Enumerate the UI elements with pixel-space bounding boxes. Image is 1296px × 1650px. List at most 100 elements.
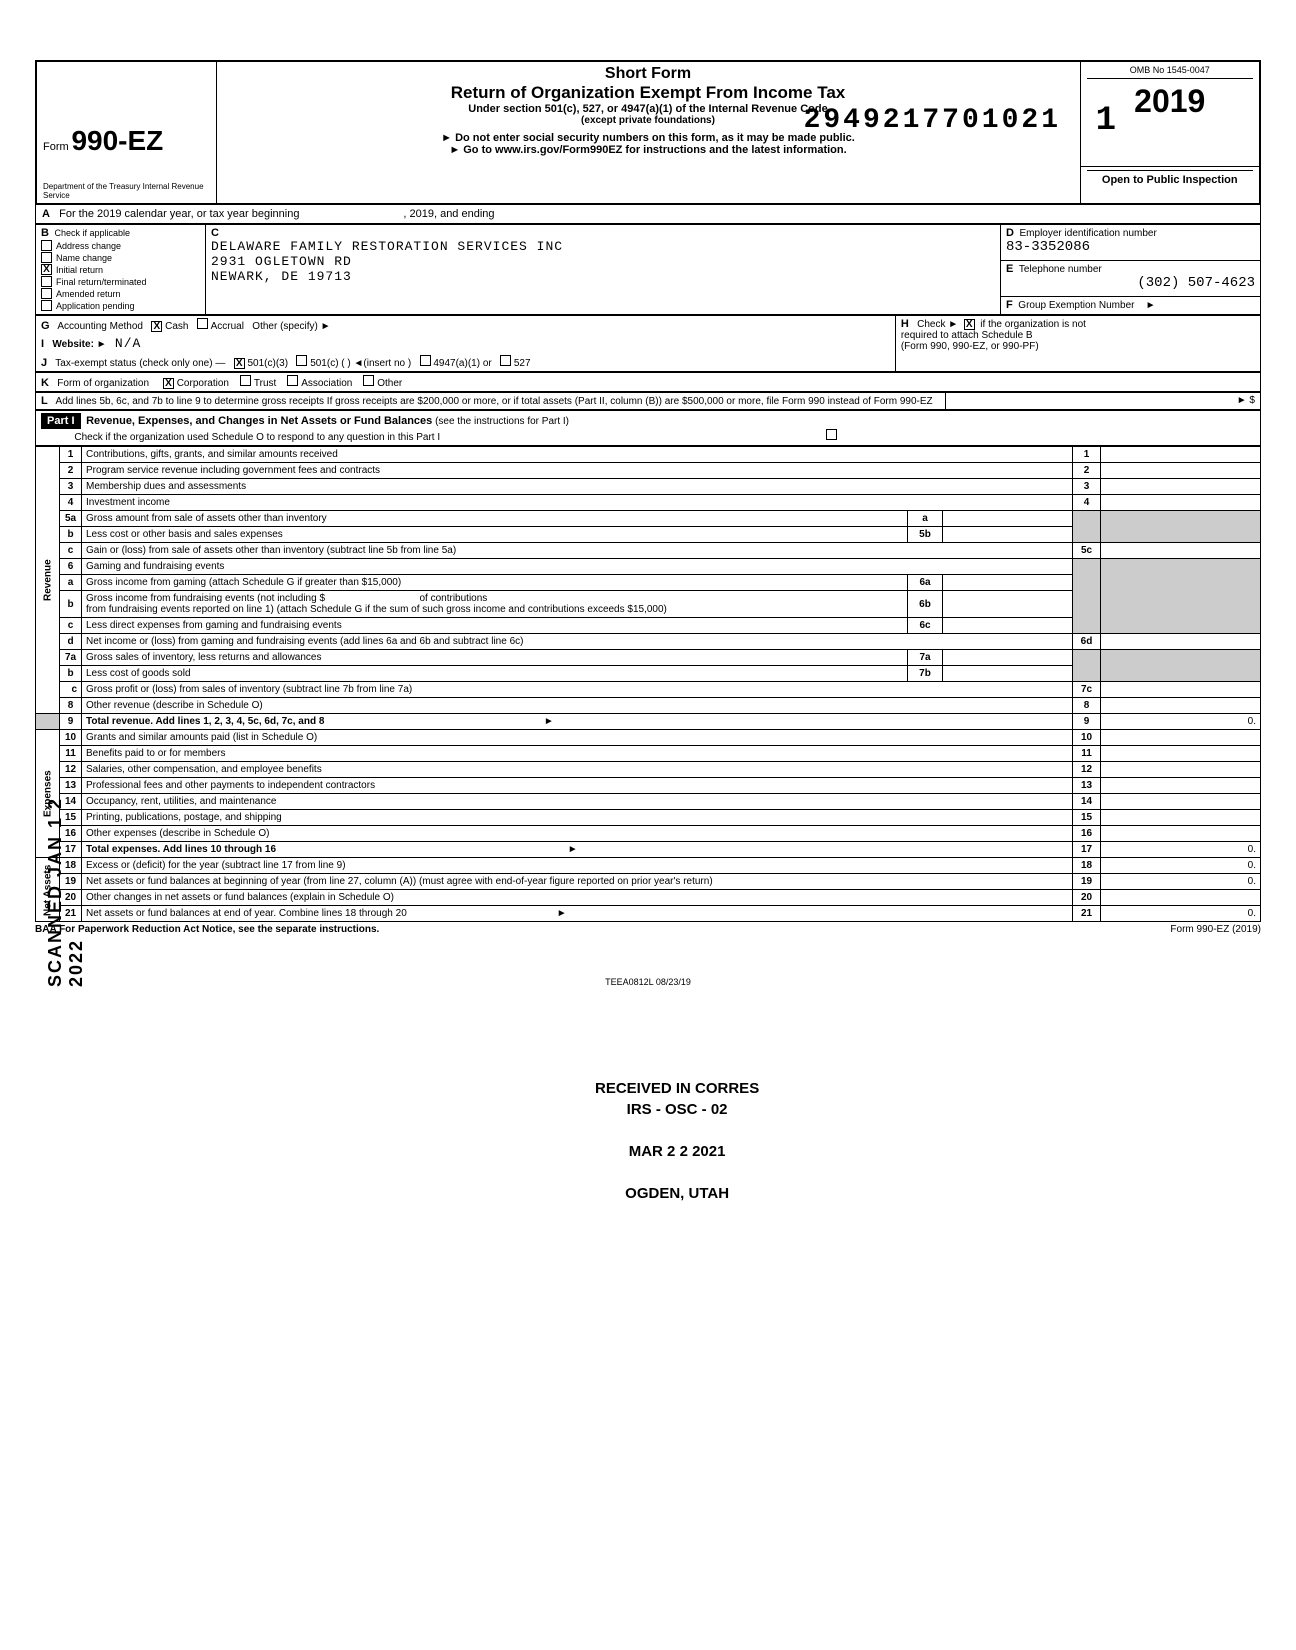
checkbox-initial-return[interactable]: X — [41, 264, 52, 275]
line5c-val[interactable] — [1101, 543, 1261, 559]
line3-num: 3 — [60, 479, 82, 495]
omb-number: OMB No 1545-0047 — [1087, 65, 1254, 79]
line1-box: 1 — [1073, 447, 1101, 463]
line17-box: 17 — [1073, 842, 1101, 858]
checkbox-501c[interactable] — [296, 355, 307, 366]
row-k: K Form of organization X Corporation Tru… — [35, 372, 1261, 392]
form-prefix: Form — [43, 141, 69, 153]
f-text: Group Exemption Number — [1018, 300, 1134, 311]
line7c-text: Gross profit or (loss) from sales of inv… — [82, 682, 1073, 698]
line21-val: 0. — [1101, 906, 1261, 922]
checkbox-cash[interactable]: X — [151, 321, 162, 332]
line7a-sub: 7a — [908, 650, 943, 666]
dln-extra: 1 — [1096, 102, 1116, 140]
line2-val[interactable] — [1101, 463, 1261, 479]
line6a-num: a — [60, 575, 82, 591]
checkbox-amended[interactable] — [41, 288, 52, 299]
part1-check-text: Check if the organization used Schedule … — [74, 432, 440, 443]
part1-header: Part I Revenue, Expenses, and Changes in… — [35, 410, 1261, 446]
line7b-sub: 7b — [908, 666, 943, 682]
checkbox-trust[interactable] — [240, 375, 251, 386]
line7a-num: 7a — [60, 650, 82, 666]
part1-label: Part I — [41, 413, 81, 429]
dept-treasury: Department of the Treasury Internal Reve… — [43, 182, 210, 200]
line9-val: 0. — [1101, 714, 1261, 730]
line15-val[interactable] — [1101, 810, 1261, 826]
line6a-subval[interactable] — [943, 575, 1073, 591]
l-text: Add lines 5b, 6c, and 7b to line 9 to de… — [56, 396, 933, 407]
sidebar-gap1 — [36, 714, 60, 730]
line1-val[interactable] — [1101, 447, 1261, 463]
label-address-change: Address change — [56, 241, 121, 251]
line6d-val[interactable] — [1101, 634, 1261, 650]
line10-text: Grants and similar amounts paid (list in… — [82, 730, 1073, 746]
line5c-box: 5c — [1073, 543, 1101, 559]
line18-val: 0. — [1101, 858, 1261, 874]
line8-box: 8 — [1073, 698, 1101, 714]
label-name-change: Name change — [56, 253, 112, 263]
line6-text: Gaming and fundraising events — [82, 559, 1073, 575]
checkbox-corp[interactable]: X — [163, 378, 174, 389]
line11-val[interactable] — [1101, 746, 1261, 762]
checkbox-address-change[interactable] — [41, 240, 52, 251]
checkbox-accrual[interactable] — [197, 318, 208, 329]
line4-val[interactable] — [1101, 495, 1261, 511]
line6c-sub: 6c — [908, 618, 943, 634]
line5b-subval[interactable] — [943, 527, 1073, 543]
line10-val[interactable] — [1101, 730, 1261, 746]
line6c-subval[interactable] — [943, 618, 1073, 634]
line7b-subval[interactable] — [943, 666, 1073, 682]
line14-val[interactable] — [1101, 794, 1261, 810]
checkbox-final-return[interactable] — [41, 276, 52, 287]
checkbox-h[interactable]: X — [964, 319, 975, 330]
line9-box: 9 — [1073, 714, 1101, 730]
line20-val[interactable] — [1101, 890, 1261, 906]
label-l: L — [41, 395, 48, 407]
line6-num: 6 — [60, 559, 82, 575]
open-public: Open to Public Inspection — [1087, 170, 1254, 186]
checkbox-name-change[interactable] — [41, 252, 52, 263]
line9-text: Total revenue. Add lines 1, 2, 3, 4, 5c,… — [86, 716, 324, 727]
line12-val[interactable] — [1101, 762, 1261, 778]
checkbox-501c3[interactable]: X — [234, 358, 245, 369]
4947-label: 4947(a)(1) or — [433, 358, 491, 369]
checkbox-527[interactable] — [500, 355, 511, 366]
label-g: G — [41, 320, 50, 332]
row-a-mid: , 2019, and ending — [403, 208, 494, 220]
checkbox-part1-sched-o[interactable] — [826, 429, 837, 440]
line8-val[interactable] — [1101, 698, 1261, 714]
line7c-box: 7c — [1073, 682, 1101, 698]
footer-teea: TEEA0812L 08/23/19 — [35, 977, 1261, 987]
checkbox-other[interactable] — [363, 375, 374, 386]
line13-val[interactable] — [1101, 778, 1261, 794]
line5a-subval[interactable] — [943, 511, 1073, 527]
line6d-num: d — [60, 634, 82, 650]
line3-val[interactable] — [1101, 479, 1261, 495]
line12-box: 12 — [1073, 762, 1101, 778]
line10-box: 10 — [1073, 730, 1101, 746]
label-i: I — [41, 338, 44, 350]
line5a-sub: a — [908, 511, 943, 527]
line6b-subval[interactable] — [943, 591, 1073, 618]
gray-7-val — [1101, 650, 1261, 682]
j-text: Tax-exempt status (check only one) — — [55, 358, 225, 369]
line6b-num: b — [60, 591, 82, 618]
stamp-received: RECEIVED IN CORRES IRS - OSC - 02 MAR 2 … — [595, 1078, 759, 1204]
line9-num: 9 — [60, 714, 82, 730]
line2-num: 2 — [60, 463, 82, 479]
g-text: Accounting Method — [57, 321, 143, 332]
line4-box: 4 — [1073, 495, 1101, 511]
label-amended: Amended return — [56, 289, 121, 299]
line7a-text: Gross sales of inventory, less returns a… — [82, 650, 908, 666]
checkbox-4947[interactable] — [420, 355, 431, 366]
line14-box: 14 — [1073, 794, 1101, 810]
line4-num: 4 — [60, 495, 82, 511]
line15-text: Printing, publications, postage, and shi… — [82, 810, 1073, 826]
line7a-subval[interactable] — [943, 650, 1073, 666]
line7c-val[interactable] — [1101, 682, 1261, 698]
line16-val[interactable] — [1101, 826, 1261, 842]
gray-6 — [1073, 559, 1101, 634]
checkbox-pending[interactable] — [41, 300, 52, 311]
f-arrow: ► — [1146, 300, 1156, 311]
checkbox-assoc[interactable] — [287, 375, 298, 386]
